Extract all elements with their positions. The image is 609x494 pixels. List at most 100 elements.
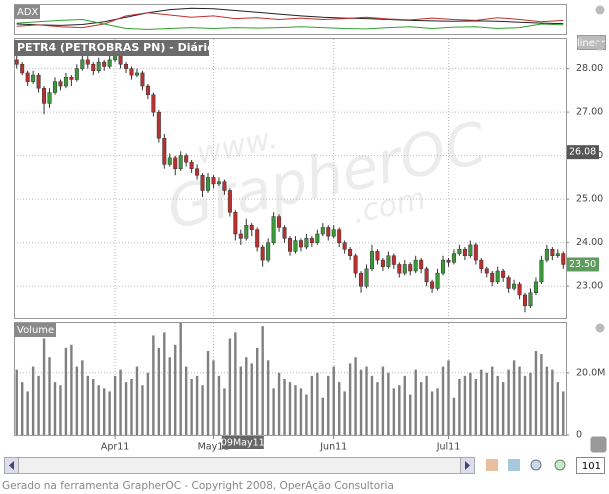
candle-body: [162, 137, 167, 165]
volume-bar: [376, 382, 379, 435]
close-adx[interactable]: [595, 5, 605, 15]
candle-body: [260, 246, 265, 261]
candle-body: [342, 242, 347, 250]
candle-body: [353, 255, 358, 274]
candle-body: [315, 233, 320, 243]
candle-body: [533, 281, 538, 294]
volume-bar: [534, 351, 538, 435]
close-icons[interactable]: [595, 5, 605, 333]
candle-body: [156, 111, 161, 139]
close-price[interactable]: [595, 41, 605, 51]
volume-bar: [299, 388, 303, 435]
y-tick-label: 24.00: [576, 237, 603, 248]
candle-body: [200, 174, 205, 191]
volume-bar: [168, 357, 171, 435]
close-volume[interactable]: [595, 323, 605, 333]
volume-bar: [152, 335, 155, 435]
volume-bar: [97, 385, 100, 435]
volume-bar: [294, 385, 297, 435]
volume-bar: [310, 375, 314, 435]
candle-body: [473, 244, 478, 261]
zoom-out[interactable]: [530, 459, 542, 471]
volume-bar: [26, 391, 29, 435]
cursor-label: 09May11: [221, 438, 265, 449]
tool-2[interactable]: [508, 459, 520, 471]
volume-bar: [507, 369, 510, 435]
price-marker: [567, 257, 599, 272]
volume-bar: [370, 375, 374, 435]
candle-body: [129, 68, 134, 76]
price-marker-label: 26.08: [569, 147, 596, 158]
candle-body: [238, 233, 243, 239]
volume-bar: [414, 369, 417, 435]
candle-body: [102, 61, 107, 67]
volume-bar: [31, 366, 35, 435]
plot-layer: 28.0027.0026.0025.0024.0023.0026.0823.50…: [14, 7, 605, 453]
volume-bar: [201, 385, 204, 435]
volume-bar: [53, 382, 57, 435]
volume-bar: [239, 366, 243, 435]
candle-body: [255, 229, 260, 248]
candle-body: [512, 283, 517, 289]
volume-bar: [272, 388, 275, 435]
scrollbar[interactable]: [4, 457, 475, 474]
volume-bar: [332, 366, 335, 435]
volume-bar: [42, 338, 46, 435]
volume-bar: [316, 372, 319, 435]
candle-body: [288, 238, 292, 252]
x-tick-label: Jun11: [319, 442, 347, 453]
zoom-box[interactable]: [576, 457, 605, 474]
volume-bar: [108, 391, 111, 435]
candle-body: [451, 253, 456, 263]
x-tick-label: Jul11: [436, 442, 461, 453]
candle-body: [457, 248, 462, 254]
volume-bar: [130, 379, 133, 435]
volume-bar: [217, 375, 221, 435]
volume-bar: [447, 360, 450, 435]
volume-bar: [266, 360, 270, 435]
volume-bar: [37, 375, 40, 435]
price-panel: [14, 38, 567, 319]
zoom-value[interactable]: 101: [582, 461, 601, 472]
volume-bar: [102, 388, 106, 435]
candle-body: [113, 55, 118, 61]
candle-body: [206, 177, 211, 191]
candle-body: [468, 244, 473, 257]
volume-bar: [337, 382, 341, 435]
price-marker-label: 23.50: [569, 259, 596, 270]
candle-body: [413, 259, 418, 272]
volume-bar: [228, 338, 232, 435]
settings-button[interactable]: [590, 436, 607, 453]
volume-bar: [245, 357, 248, 435]
candle-body: [490, 272, 495, 283]
candle-body: [178, 155, 183, 169]
volume-bar: [359, 369, 363, 435]
volume-bar: [403, 375, 406, 435]
candle-body: [107, 59, 112, 67]
toolbar-icons[interactable]: [486, 459, 566, 471]
candle-body: [96, 61, 101, 72]
zoom-in[interactable]: [554, 459, 566, 471]
volume-bar: [163, 332, 166, 435]
candle-body: [140, 72, 145, 87]
candle-body: [85, 59, 90, 65]
volume-bar: [48, 357, 51, 435]
volume-bar: [206, 351, 210, 435]
tool-1[interactable]: [486, 459, 498, 471]
candle-body: [539, 259, 544, 283]
candle-body: [227, 190, 232, 213]
candle-body: [173, 157, 178, 169]
candle-body: [326, 227, 331, 237]
volume-bar: [157, 347, 161, 435]
candle-body: [304, 238, 309, 248]
volume-bar: [174, 344, 177, 435]
scale-button-label[interactable]: linear: [577, 38, 606, 49]
candle-body: [320, 227, 325, 235]
candle-body: [277, 216, 282, 228]
candle-body: [446, 259, 451, 263]
candle-body: [309, 238, 314, 243]
volume-bar: [70, 344, 73, 435]
volume-bar: [387, 372, 390, 435]
candle-body: [402, 264, 407, 274]
